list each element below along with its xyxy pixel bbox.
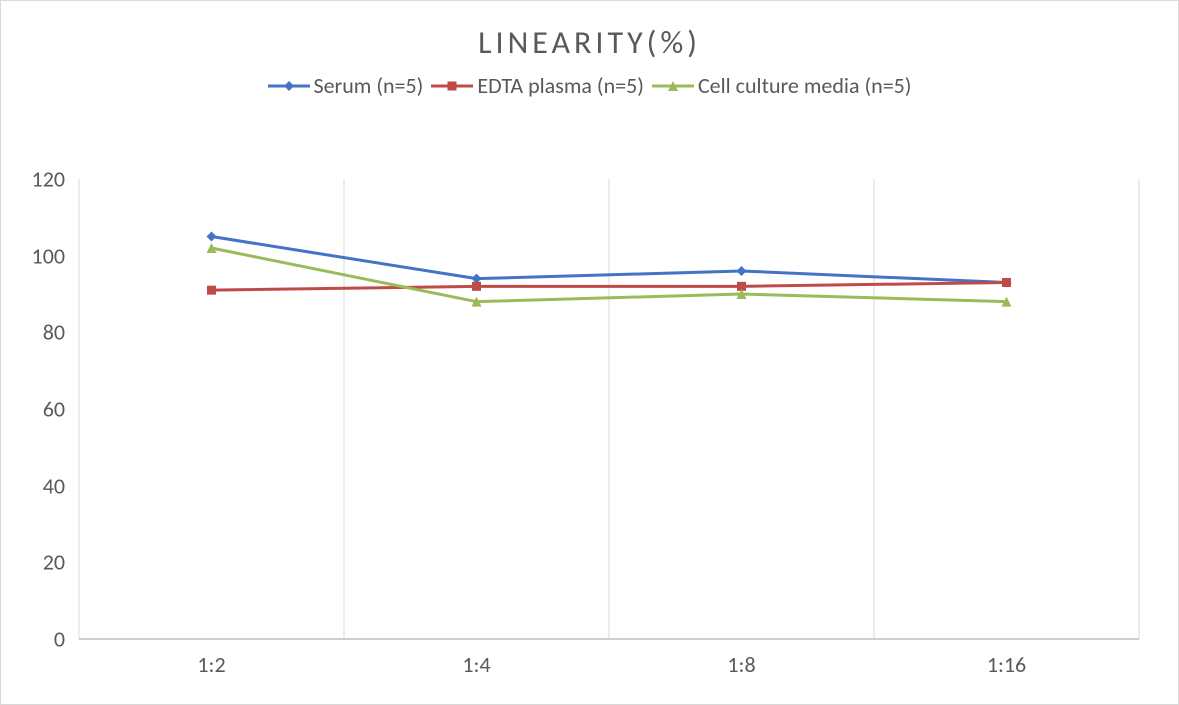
x-tick-label: 1:4 — [462, 639, 490, 678]
y-tick-label: 100 — [19, 242, 79, 269]
chart-title: LINEARITY(%) — [1, 1, 1178, 72]
y-tick-label: 40 — [19, 472, 79, 499]
y-tick-label: 0 — [19, 626, 79, 653]
y-tick-label: 80 — [19, 319, 79, 346]
x-tick-label: 1:8 — [727, 639, 755, 678]
legend-item: Cell culture media (n=5) — [652, 72, 912, 99]
legend-swatch — [652, 75, 694, 97]
legend-item: Serum (n=5) — [268, 72, 424, 99]
linearity-chart: LINEARITY(%) Serum (n=5) EDTA plasma (n=5… — [0, 0, 1179, 705]
legend-label: Cell culture media (n=5) — [698, 72, 912, 99]
plot-area: 0204060801001201:21:41:81:16 — [79, 179, 1139, 639]
y-tick-label: 60 — [19, 396, 79, 423]
x-tick-label: 1:2 — [197, 639, 225, 678]
chart-legend: Serum (n=5) EDTA plasma (n=5) Cell culture… — [1, 72, 1178, 113]
x-tick-label: 1:16 — [987, 639, 1026, 678]
legend-swatch — [268, 75, 310, 97]
legend-label: EDTA plasma (n=5) — [477, 72, 644, 99]
legend-item: EDTA plasma (n=5) — [431, 72, 644, 99]
legend-swatch — [431, 75, 473, 97]
y-tick-label: 20 — [19, 549, 79, 576]
y-tick-label: 120 — [19, 166, 79, 193]
legend-label: Serum (n=5) — [314, 72, 424, 99]
